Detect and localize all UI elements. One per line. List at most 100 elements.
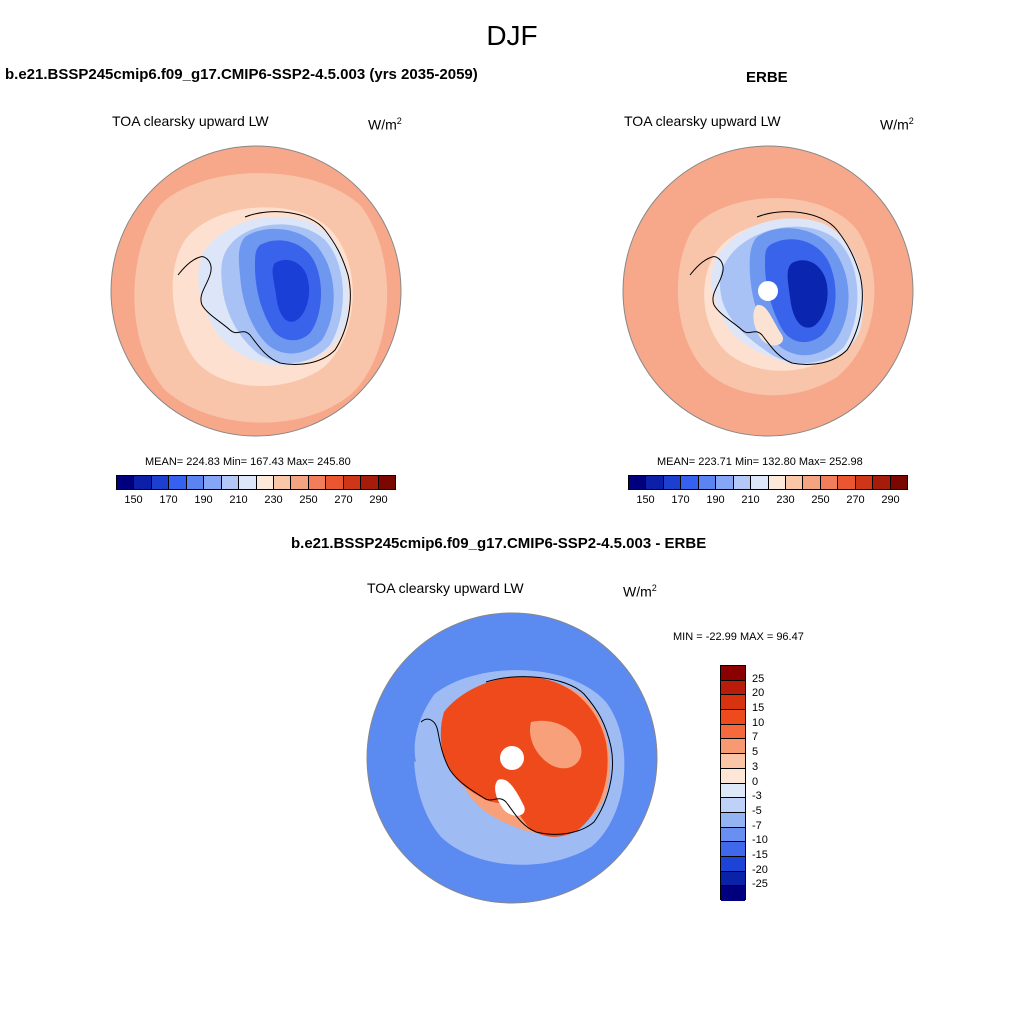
colorbar-swatch: [721, 827, 745, 843]
coastline: [689, 211, 863, 365]
colorbar-tick-label: 3: [752, 760, 759, 773]
panel-3-colorbar: [720, 665, 746, 901]
colorbar-swatches: [628, 475, 908, 490]
colorbar-swatch: [873, 476, 891, 489]
panel-1-title: b.e21.BSSP245cmip6.f09_g17.CMIP6-SSP2-4.…: [5, 66, 478, 83]
colorbar-swatch: [803, 476, 821, 489]
colorbar-swatch: [721, 798, 745, 813]
colorbar-swatch: [221, 476, 240, 489]
colorbar-swatch: [820, 476, 839, 489]
colorbar-swatch: [721, 812, 745, 828]
panel-2-units: W/m2: [880, 116, 914, 133]
colorbar-swatch: [256, 476, 274, 489]
colorbar-swatch: [721, 695, 745, 711]
colorbar-tick-labels: 150 170 190 210 230 250 270 290: [628, 490, 908, 506]
colorbar-tick-label: -7: [752, 819, 762, 832]
colorbar-tick-label: 210: [741, 494, 760, 506]
colorbar-tick-label: 270: [334, 494, 353, 506]
colorbar-swatch: [721, 768, 745, 784]
colorbar-tick-label: 10: [752, 716, 765, 729]
sea-inlet: [753, 304, 783, 346]
colorbar-swatch: [169, 476, 187, 489]
panel-1-colorbar: 150 170 190 210 230 250 270 290: [116, 475, 396, 506]
colorbar-swatch: [273, 476, 292, 489]
diff-land-light: [530, 720, 582, 769]
colorbar-swatch: [721, 783, 745, 799]
colorbar-swatch: [291, 476, 309, 489]
colorbar-tick-label: 250: [811, 494, 830, 506]
colorbar-swatch: [721, 739, 745, 755]
colorbar-swatch: [663, 476, 682, 489]
colorbar-swatch: [698, 476, 717, 489]
panel-3-map: [366, 612, 658, 904]
colorbar-swatch: [151, 476, 170, 489]
colorbar-swatch: [646, 476, 664, 489]
colorbar-tick-label: 150: [124, 494, 143, 506]
colorbar-tick-label: 5: [752, 746, 759, 759]
colorbar-tick-label: 230: [776, 494, 795, 506]
colorbar-tick-label: 290: [881, 494, 900, 506]
colorbar-swatch: [134, 476, 152, 489]
panel-2-variable: TOA clearsky upward LW: [624, 113, 781, 129]
colorbar-tick-label: -3: [752, 790, 762, 803]
colorbar-swatch: [721, 886, 745, 901]
panel-3-stats: MIN = -22.99 MAX = 96.47: [673, 631, 804, 643]
colorbar-swatch: [117, 476, 135, 489]
panel-1-variable: TOA clearsky upward LW: [112, 113, 269, 129]
colorbar-tick-label: 25: [752, 672, 765, 685]
colorbar-swatch: [361, 476, 379, 489]
pole-hole: [758, 281, 778, 301]
colorbar-tick-label: 190: [706, 494, 725, 506]
diff-ocean: [390, 677, 436, 762]
colorbar-swatch: [751, 476, 769, 489]
colorbar-swatch: [721, 710, 745, 725]
panel-1-stats: MEAN= 224.83 Min= 167.43 Max= 245.80: [145, 456, 351, 468]
panel-3-title: b.e21.BSSP245cmip6.f09_g17.CMIP6-SSP2-4.…: [291, 535, 707, 552]
colorbar-tick-label: 270: [846, 494, 865, 506]
colorbar-swatch: [204, 476, 222, 489]
colorbar-swatch: [890, 476, 907, 489]
colorbar-tick-label: 7: [752, 731, 759, 744]
colorbar-tick-label: -10: [752, 834, 768, 847]
colorbar-swatch: [721, 842, 745, 857]
colorbar-tick-label: 170: [159, 494, 178, 506]
colorbar-swatches: [116, 475, 396, 490]
pole-hole: [500, 746, 524, 770]
colorbar-tick-label: 210: [229, 494, 248, 506]
coastline: [420, 676, 613, 835]
panel-1-map: [110, 145, 402, 437]
colorbar-tick-label: 170: [671, 494, 690, 506]
panel-3-units: W/m2: [623, 583, 657, 600]
colorbar-tick-label: -5: [752, 804, 762, 817]
colorbar-tick-labels: 150 170 190 210 230 250 270 290: [116, 490, 396, 506]
colorbar-tick-label: 190: [194, 494, 213, 506]
colorbar-tick-label: -25: [752, 878, 768, 891]
colorbar-tick-label: 290: [369, 494, 388, 506]
colorbar-swatch: [721, 724, 745, 740]
colorbar-swatch: [838, 476, 856, 489]
colorbar-swatch: [186, 476, 205, 489]
figure-title: DJF: [486, 20, 538, 51]
colorbar-tick-label: 15: [752, 702, 765, 715]
panel-2-colorbar: 150 170 190 210 230 250 270 290: [628, 475, 908, 506]
coastline: [177, 211, 351, 365]
colorbar-swatch: [721, 666, 745, 681]
colorbar-tick-label: -15: [752, 848, 768, 861]
colorbar-swatch: [239, 476, 257, 489]
sea-inlet: [495, 779, 525, 816]
panel-3-variable: TOA clearsky upward LW: [367, 580, 524, 596]
colorbar-swatch: [308, 476, 327, 489]
colorbar-swatch: [681, 476, 699, 489]
panel-2-stats: MEAN= 223.71 Min= 132.80 Max= 252.98: [657, 456, 863, 468]
colorbar-tick-label: 150: [636, 494, 655, 506]
colorbar-tick-label: 0: [752, 775, 759, 788]
colorbar-swatch: [629, 476, 647, 489]
colorbar-swatch: [768, 476, 786, 489]
colorbar-swatch: [855, 476, 874, 489]
ice-core: [272, 259, 310, 322]
colorbar-swatch: [326, 476, 344, 489]
colorbar-tick-label: -20: [752, 863, 768, 876]
colorbar-swatch: [721, 680, 745, 696]
colorbar-swatch: [721, 754, 745, 769]
panel-2-map: [622, 145, 914, 437]
